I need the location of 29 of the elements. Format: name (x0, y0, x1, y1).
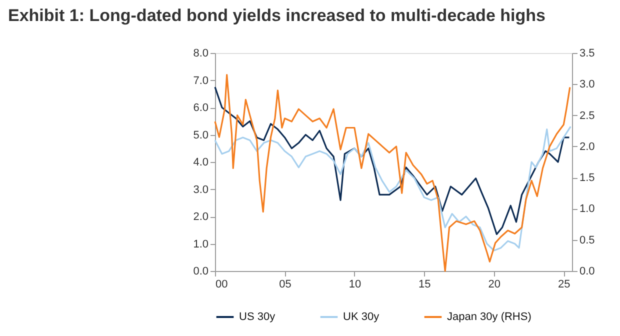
y2-tick-label: 0.5 (580, 234, 595, 246)
x-tick-label: 25 (558, 278, 570, 290)
y-tick-label: 8.0 (193, 48, 208, 60)
y2-tick-label: 3.5 (580, 48, 595, 60)
x-tick-label: 15 (418, 278, 431, 290)
chart-title: Exhibit 1: Long-dated bond yields increased to multi-decade highs (8, 6, 546, 25)
y-tick-label: 3.0 (193, 184, 208, 196)
y2-tick-label: 3.0 (580, 78, 595, 91)
x-tick-label: 10 (348, 278, 362, 290)
line-series (214, 126, 572, 252)
y-tick-label: 4.0 (193, 156, 208, 168)
y2-tick-label: 1.0 (580, 203, 595, 216)
y2-tick-label: 1.5 (580, 172, 595, 184)
y-tick-label: 1.0 (193, 238, 208, 250)
x-tick-label: 20 (488, 278, 501, 290)
y-tick-label: 6.0 (193, 102, 208, 114)
x-tick-label: 00 (216, 278, 228, 290)
y-tick-label: 2.0 (193, 211, 208, 223)
legend-label: US 30y (239, 311, 276, 323)
legend-label: UK 30y (343, 311, 380, 323)
legend-label: Japan 30y (RHS) (447, 311, 532, 323)
y2-tick-label: 0.0 (580, 266, 595, 278)
y-tick-label: 5.0 (193, 129, 208, 142)
y-tick-label: 7.0 (193, 74, 208, 87)
line-series (214, 86, 570, 236)
y2-tick-label: 2.5 (580, 110, 595, 122)
x-tick-label: 05 (279, 278, 292, 290)
y-tick-label: 0.0 (193, 266, 208, 278)
y2-tick-label: 2.0 (580, 140, 595, 153)
